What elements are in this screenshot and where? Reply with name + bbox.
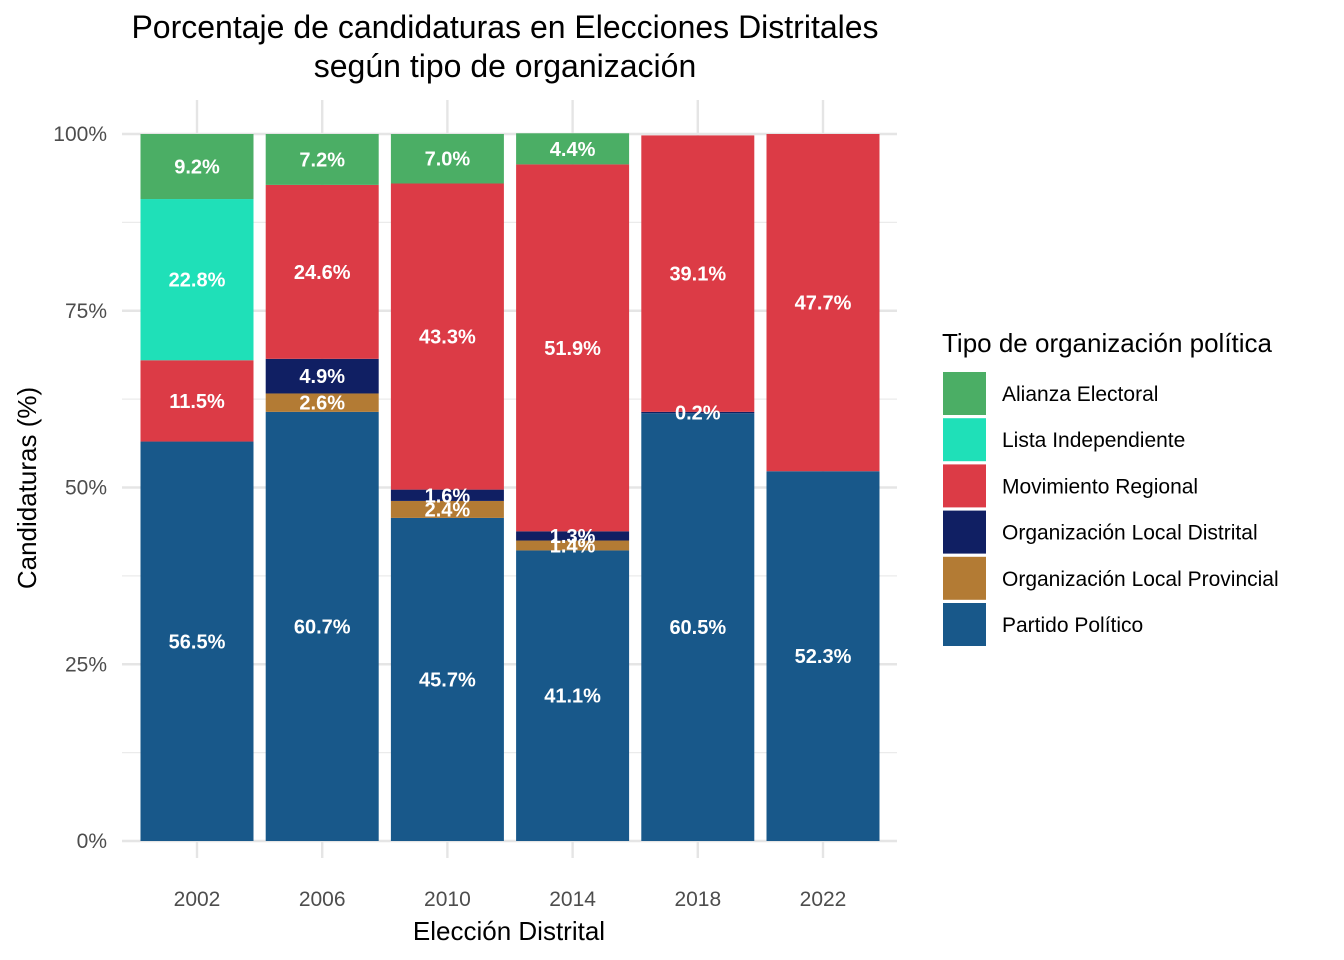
legend-label-3: Organización Local Distrital [1002, 522, 1258, 545]
bar-label-2010-1: 2.4% [425, 499, 471, 521]
x-tick-label-1: 2006 [299, 888, 346, 911]
bar-label-2006-1: 2.6% [299, 393, 345, 415]
bar-label-2014-5: 4.4% [550, 139, 596, 161]
bar-2014-3 [516, 164, 630, 532]
y-tick-label-1: 25% [65, 653, 107, 676]
bar-2022-3 [766, 134, 880, 472]
bar-label-2010-5: 7.0% [425, 149, 471, 171]
bar-2014-0 [516, 550, 630, 841]
legend-key-0 [943, 372, 986, 415]
x-tick-label-0: 2002 [174, 888, 221, 911]
bar-2002-5 [140, 134, 254, 200]
bar-label-2002-5: 9.2% [174, 157, 220, 179]
bar-label-2014-3: 51.9% [544, 338, 601, 360]
legend-label-0: Alianza Electoral [1002, 383, 1158, 406]
bar-2006-5 [265, 134, 379, 185]
bar-labels: 56.5% 11.5% 22.8% 9.2% 60.7% 2.6% 4.9% 24.6% 7.2… [169, 139, 852, 708]
bar-2022-0 [766, 471, 880, 841]
bar-2010-3 [390, 183, 504, 490]
bar-label-2022-0: 52.3% [795, 646, 852, 668]
bar-label-2002-0: 56.5% [169, 631, 226, 653]
bar-2006-3 [265, 184, 379, 359]
x-tick-label-2: 2010 [424, 888, 471, 911]
bar-2002-0 [140, 441, 254, 841]
bar-label-2014-0: 41.1% [544, 686, 601, 708]
bar-label-2002-4: 22.8% [169, 270, 226, 292]
bar-2002-3 [140, 360, 254, 442]
bar-label-2006-0: 60.7% [294, 616, 351, 638]
bar-2006-1 [265, 393, 379, 412]
bar-2018-3 [641, 135, 755, 412]
bar-2010-0 [390, 517, 504, 841]
legend-key-1 [943, 418, 986, 462]
bar-label-2014-1: 1.4% [550, 535, 596, 557]
y-axis-title: Candidaturas (%) [12, 387, 42, 589]
bars [140, 133, 880, 841]
legend-label-1: Lista Independiente [1002, 429, 1185, 452]
bar-2006-2 [265, 358, 379, 394]
bar-2006-0 [265, 411, 379, 841]
legend-key-5 [943, 603, 986, 646]
chart-title-line-2: según tipo de organización [314, 48, 697, 84]
legend-key-4 [943, 556, 986, 600]
bar-2018-2 [641, 411, 755, 414]
y-tick-label-0: 0% [77, 830, 107, 853]
legend-label-2: Movimiento Regional [1002, 475, 1198, 498]
bar-label-2010-3: 43.3% [419, 327, 476, 349]
x-axis-title: Elección Distrital [413, 916, 605, 946]
bar-label-2018-0: 60.5% [669, 617, 726, 639]
bar-label-2010-2: 1.6% [425, 485, 471, 507]
chart-title-line-1: Porcentaje de candidaturas en Elecciones… [131, 9, 878, 45]
bar-label-2006-3: 24.6% [294, 262, 351, 284]
x-tick-label-5: 2022 [800, 888, 847, 911]
legend-key-2 [943, 464, 986, 508]
bar-label-2018-3: 39.1% [669, 264, 726, 286]
bar-2018-0 [641, 413, 755, 841]
bar-label-2002-3: 11.5% [169, 391, 225, 413]
bar-label-2006-5: 7.2% [299, 149, 345, 171]
legend-title: Tipo de organización política [942, 328, 1273, 358]
bar-label-2014-2: 1.3% [550, 526, 596, 548]
bar-2014-2 [516, 531, 630, 541]
bar-2010-5 [390, 134, 504, 184]
bar-label-2006-2: 4.9% [299, 366, 345, 388]
x-axis-ticks: 2002 2006 2010 2014 2018 2022 [174, 888, 847, 911]
y-tick-label-3: 75% [65, 300, 107, 323]
x-tick-label-3: 2014 [549, 888, 596, 911]
x-tick-label-4: 2018 [674, 888, 721, 911]
y-tick-label-2: 50% [65, 477, 107, 500]
bar-2014-1 [516, 540, 630, 551]
bar-2010-2 [390, 489, 504, 501]
y-tick-label-4: 100% [53, 123, 107, 146]
bar-2002-4 [140, 199, 254, 361]
bar-label-2022-3: 47.7% [795, 293, 852, 315]
legend: Tipo de organización política Alianza El… [942, 328, 1279, 646]
legend-key-3 [943, 510, 986, 554]
bar-label-2018-2: 0.2% [675, 403, 721, 425]
legend-label-5: Partido Político [1002, 614, 1143, 637]
y-axis-ticks: 0% 25% 50% 75% 100% [53, 123, 107, 853]
bar-label-2010-0: 45.7% [419, 669, 476, 691]
bar-2014-5 [516, 133, 630, 165]
bar-2010-1 [390, 500, 504, 518]
legend-label-4: Organización Local Provincial [1002, 568, 1279, 591]
